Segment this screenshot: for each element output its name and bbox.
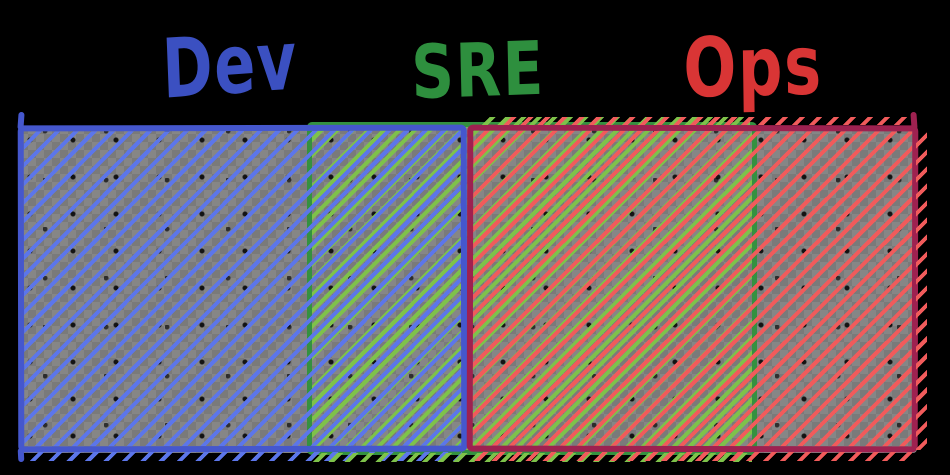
ops-label: Ops [682, 18, 824, 117]
ops-region-rectangle [466, 124, 919, 453]
ops-corner-tick-topright [910, 111, 918, 131]
dev-region-rectangle [17, 124, 468, 453]
dev-label: Dev [160, 13, 300, 118]
dev-corner-tick-topleft [17, 111, 25, 131]
dev-corner-tick-bottomleft [17, 447, 25, 463]
sre-label: SRE [410, 25, 546, 117]
